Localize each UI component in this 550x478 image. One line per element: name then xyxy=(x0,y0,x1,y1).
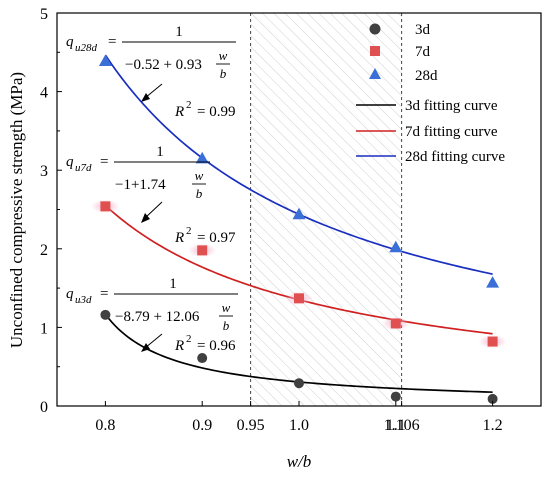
point-3d xyxy=(197,353,208,364)
legend-marker-3d xyxy=(369,23,381,35)
eq3-numerator: 1 xyxy=(169,276,177,292)
eq7-b: b xyxy=(196,186,203,201)
eq28-r-sup: 2 xyxy=(186,99,192,111)
legend-label-28d: 28d xyxy=(415,68,438,84)
eq7-arrow-head xyxy=(141,213,150,223)
eq28-b: b xyxy=(220,66,227,81)
point-7d xyxy=(197,245,208,256)
shaded-region xyxy=(250,13,402,406)
eq28-equals: = xyxy=(108,34,116,50)
legend-label-7d: 7d xyxy=(415,44,431,60)
eq7-equals: = xyxy=(100,154,108,170)
y-tick-label: 2 xyxy=(40,242,48,259)
eq7-w: w xyxy=(195,168,204,183)
point-7d xyxy=(390,318,401,329)
eq3-arrow-head xyxy=(141,343,150,352)
eq3-subscript: u3d xyxy=(75,294,92,306)
eq28-numerator: 1 xyxy=(175,24,183,40)
equation-7d: q u7d = 1 −1+1.74 w b R 2 = 0.97 xyxy=(66,144,236,246)
eq7-r-sup: 2 xyxy=(186,225,192,237)
eq28-subscript: u28d xyxy=(75,42,98,54)
legend-label-28d-fit: 28d fitting curve xyxy=(405,149,505,165)
eq7-r: R xyxy=(174,230,184,246)
x-tick-label: 1.1 xyxy=(386,417,406,434)
eq3-q: q xyxy=(66,286,74,302)
eq28-w: w xyxy=(219,48,228,63)
eq3-equals: = xyxy=(100,286,108,302)
eq7-denominator: −1+1.74 xyxy=(115,177,166,193)
equation-28d: q u28d = 1 −0.52 + 0.93 w b R 2 = 0.99 xyxy=(66,24,236,120)
eq3-denominator: −8.79 + 12.06 xyxy=(115,309,200,325)
y-tick-label: 0 xyxy=(40,399,48,416)
y-tick-label: 4 xyxy=(40,85,48,102)
point-28d xyxy=(195,151,209,164)
y-axis-label: Unconfined compressive strength (MPa) xyxy=(7,72,26,348)
eq28-r2-value: = 0.99 xyxy=(197,104,235,120)
y-tick-label: 3 xyxy=(40,163,48,180)
point-3d xyxy=(487,393,498,404)
point-7d xyxy=(100,201,111,212)
legend-label-3d: 3d xyxy=(415,22,431,38)
eq7-subscript: u7d xyxy=(75,162,92,174)
y-tick-label: 1 xyxy=(40,320,48,337)
x-tick-label: 0.95 xyxy=(237,417,265,434)
eq28-r: R xyxy=(174,104,184,120)
eq7-numerator: 1 xyxy=(156,144,164,160)
legend: 3d 7d 28d 3d fitting curve 7d fitting cu… xyxy=(356,22,505,165)
x-axis-ticks: 0.8 0.9 0.95 1.0 1.11.106 1.2 xyxy=(95,401,503,434)
x-tick-label: 1.106 xyxy=(384,417,420,434)
eq3-r-sup: 2 xyxy=(186,333,192,345)
eq3-w: w xyxy=(222,300,231,315)
point-28d xyxy=(98,54,112,66)
legend-label-3d-fit: 3d fitting curve xyxy=(405,98,498,114)
x-tick-label: 1.0 xyxy=(289,417,309,434)
equation-3d: q u3d = 1 −8.79 + 12.06 w b R 2 = 0.96 xyxy=(66,276,238,354)
point-3d xyxy=(294,378,304,389)
eq7-r2-value: = 0.97 xyxy=(197,230,236,246)
eq7-arrow-line xyxy=(144,201,163,219)
eq3-r2-value: = 0.96 xyxy=(197,338,236,354)
eq7-q: q xyxy=(66,154,74,170)
legend-marker-28d xyxy=(369,68,381,79)
x-tick-label: 1.2 xyxy=(483,417,503,434)
eq3-r: R xyxy=(174,338,184,354)
eq28-denominator: −0.52 + 0.93 xyxy=(125,57,202,73)
x-tick-label: 0.9 xyxy=(192,417,212,434)
y-tick-label: 5 xyxy=(40,6,48,23)
data-markers xyxy=(91,54,507,404)
point-3d xyxy=(390,391,401,402)
eq28-q: q xyxy=(66,34,74,50)
legend-label-7d-fit: 7d fitting curve xyxy=(405,124,498,140)
x-axis-label: w/b xyxy=(287,452,312,471)
point-28d xyxy=(389,240,403,253)
eq28-arrow-line xyxy=(144,83,163,99)
point-28d xyxy=(292,207,306,220)
eq28-arrow-head xyxy=(141,93,150,102)
point-28d xyxy=(486,276,500,288)
eq3-b: b xyxy=(223,318,230,333)
eq3-arrow-line xyxy=(144,333,163,349)
point-3d xyxy=(100,309,111,320)
x-tick-label: 0.8 xyxy=(95,417,115,434)
point-7d xyxy=(294,293,304,304)
legend-marker-7d xyxy=(370,46,380,56)
point-7d xyxy=(487,336,498,347)
y-axis-ticks: 0 1 2 3 4 5 xyxy=(40,6,62,416)
